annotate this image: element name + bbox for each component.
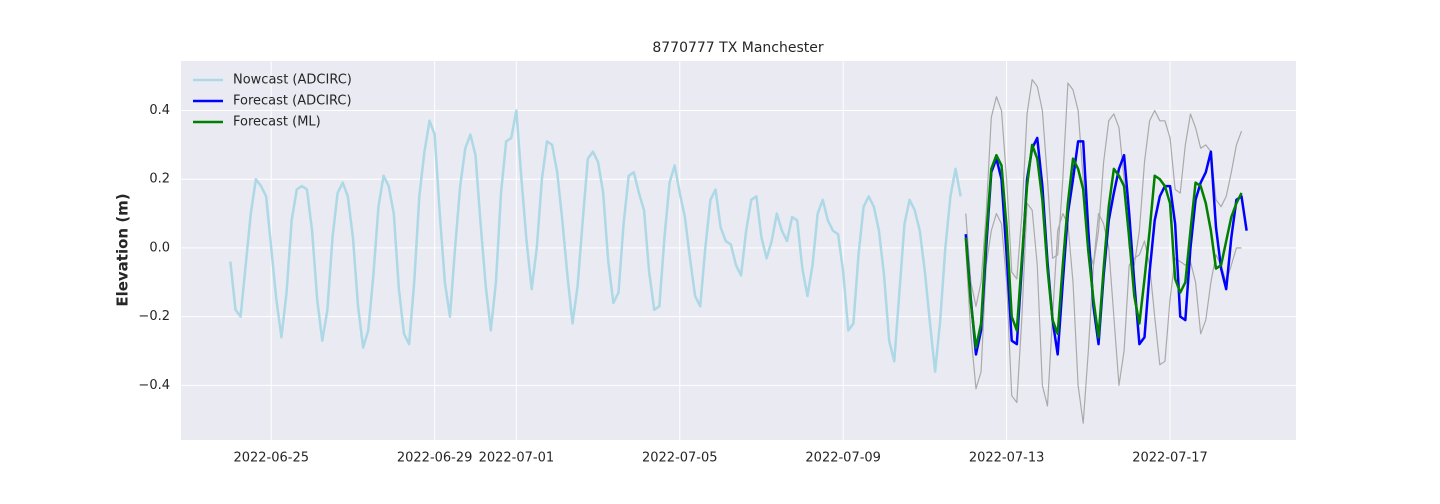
legend-label: Forecast (ML) [233,115,321,130]
y-axis-label: Elevation (m) [114,193,132,306]
y-tick-label: −0.2 [138,309,170,324]
series-line [965,202,1242,424]
y-tick-label: 0.4 [149,103,170,118]
x-tick-label: 2022-07-01 [479,451,555,466]
x-tick-label: 2022-07-09 [805,451,881,466]
series-line [964,143,1243,349]
x-tick-label: 2022-06-25 [233,451,309,466]
series-line [229,109,962,373]
series-line [965,78,1243,307]
x-tick-label: 2022-07-05 [642,451,718,466]
x-tick-label: 2022-06-29 [397,451,473,466]
x-tick-label: 2022-07-17 [1132,451,1208,466]
plot-area [181,61,1296,440]
x-tick-label: 2022-07-13 [969,451,1045,466]
legend-label: Nowcast (ADCIRC) [233,73,352,88]
legend-label: Forecast (ADCIRC) [233,94,352,109]
y-tick-label: 0.2 [149,172,170,187]
chart-title: 8770777 TX Manchester [652,40,824,56]
y-tick-label: −0.4 [138,378,170,393]
y-tick-label: 0.0 [149,240,170,255]
